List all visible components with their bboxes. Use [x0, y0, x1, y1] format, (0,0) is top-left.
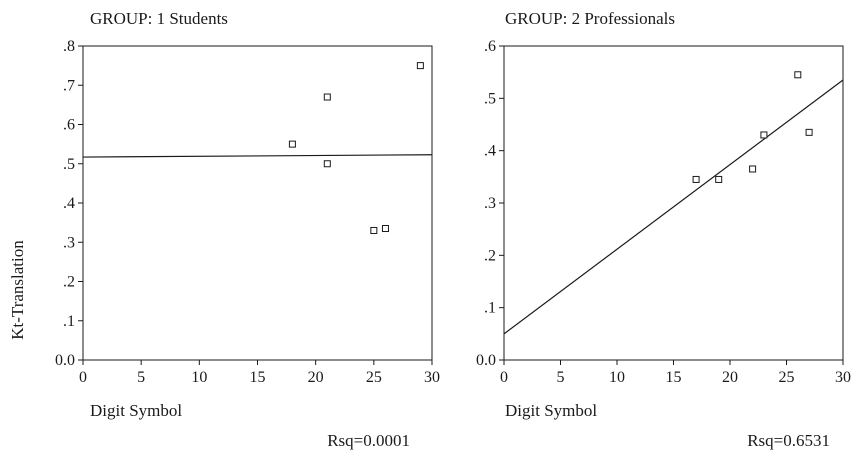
y-tick-label: 0.0 — [476, 352, 496, 369]
data-point — [288, 140, 296, 148]
x-tick-label: 30 — [424, 369, 440, 386]
y-tick-label: .1 — [484, 300, 496, 317]
y-tick-label: .5 — [63, 156, 75, 173]
data-point — [692, 175, 700, 183]
x-tick-label: 5 — [557, 369, 565, 386]
y-tick-label: .7 — [63, 77, 75, 94]
x-tick-label: 15 — [250, 369, 266, 386]
x-tick-label: 0 — [500, 369, 508, 386]
y-tick-label: .6 — [484, 38, 496, 55]
y-tick-label: .5 — [484, 90, 496, 107]
y-tick-label: .8 — [63, 38, 75, 55]
y-tick-label: .1 — [63, 313, 75, 330]
data-point — [381, 225, 389, 233]
data-point — [794, 71, 802, 79]
x-tick-label: 20 — [722, 369, 738, 386]
rsq-annotation: Rsq=0.0001 — [327, 431, 410, 450]
chart-panel-professionals: GROUP: 2 Professionals Digit Symbol Rsq=… — [476, 9, 851, 450]
x-tick-label: 10 — [191, 369, 207, 386]
chart-panel-students: GROUP: 1 Students Digit Symbol Rsq=0.000… — [55, 9, 440, 450]
data-point — [370, 226, 378, 234]
fit-line — [503, 79, 844, 335]
x-tick-label: 0 — [79, 369, 87, 386]
x-tick-label: 20 — [308, 369, 324, 386]
data-point — [715, 175, 723, 183]
plot-frame — [503, 45, 844, 361]
y-tick-label: .3 — [484, 195, 496, 212]
x-tick-label: 15 — [666, 369, 682, 386]
y-tick-label: .2 — [484, 247, 496, 264]
y-tick-label: .3 — [63, 234, 75, 251]
panel-title: GROUP: 1 Students — [90, 9, 228, 28]
x-axis-label: Digit Symbol — [90, 401, 182, 420]
x-tick-label: 25 — [366, 369, 382, 386]
y-tick-label: .6 — [63, 117, 75, 134]
x-tick-label: 5 — [137, 369, 145, 386]
data-point — [323, 160, 331, 168]
plot-frame — [82, 45, 433, 361]
y-tick-label: .2 — [63, 274, 75, 291]
y-tick-label: 0.0 — [55, 352, 75, 369]
data-point — [760, 131, 768, 139]
data-point — [805, 128, 813, 136]
data-point — [323, 93, 331, 101]
data-point — [749, 165, 757, 173]
y-tick-label: .4 — [484, 143, 496, 160]
fit-line — [82, 154, 433, 158]
y-axis-label: Kt-Translation — [8, 240, 27, 340]
x-tick-label: 30 — [835, 369, 851, 386]
panel-title: GROUP: 2 Professionals — [505, 9, 675, 28]
rsq-annotation: Rsq=0.6531 — [747, 431, 830, 450]
x-axis-label: Digit Symbol — [505, 401, 597, 420]
x-tick-label: 25 — [779, 369, 795, 386]
data-point — [416, 62, 424, 70]
x-tick-label: 10 — [609, 369, 625, 386]
y-tick-label: .4 — [63, 195, 75, 212]
